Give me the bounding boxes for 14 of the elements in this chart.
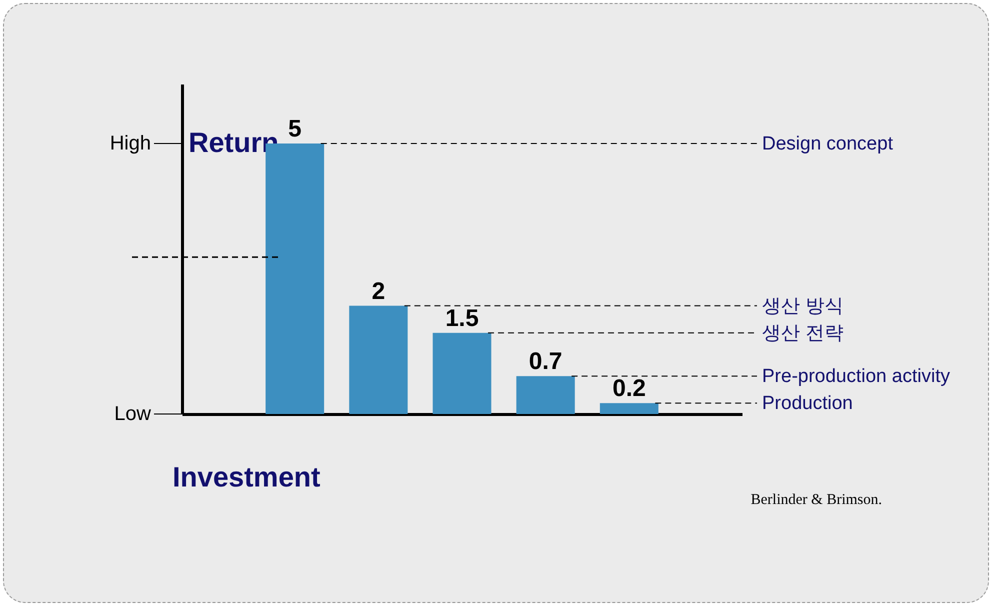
text: 생산 전략 [762, 322, 844, 344]
text: Low [114, 403, 152, 425]
data-label: 5 [288, 116, 302, 143]
data-label: 1.5 [445, 304, 479, 332]
text: Production [762, 393, 853, 414]
text: Design concept [762, 134, 894, 155]
text: Pre-production activity [762, 366, 950, 388]
text: High [110, 132, 151, 155]
x-axis-title: Investment [172, 462, 320, 492]
data-label: 2 [372, 278, 386, 305]
data-label: 0.7 [528, 348, 562, 376]
data-label: 0.2 [612, 375, 646, 402]
text: 생산 방식 [762, 296, 844, 317]
text: Berlinder & Brimson. [750, 492, 882, 508]
